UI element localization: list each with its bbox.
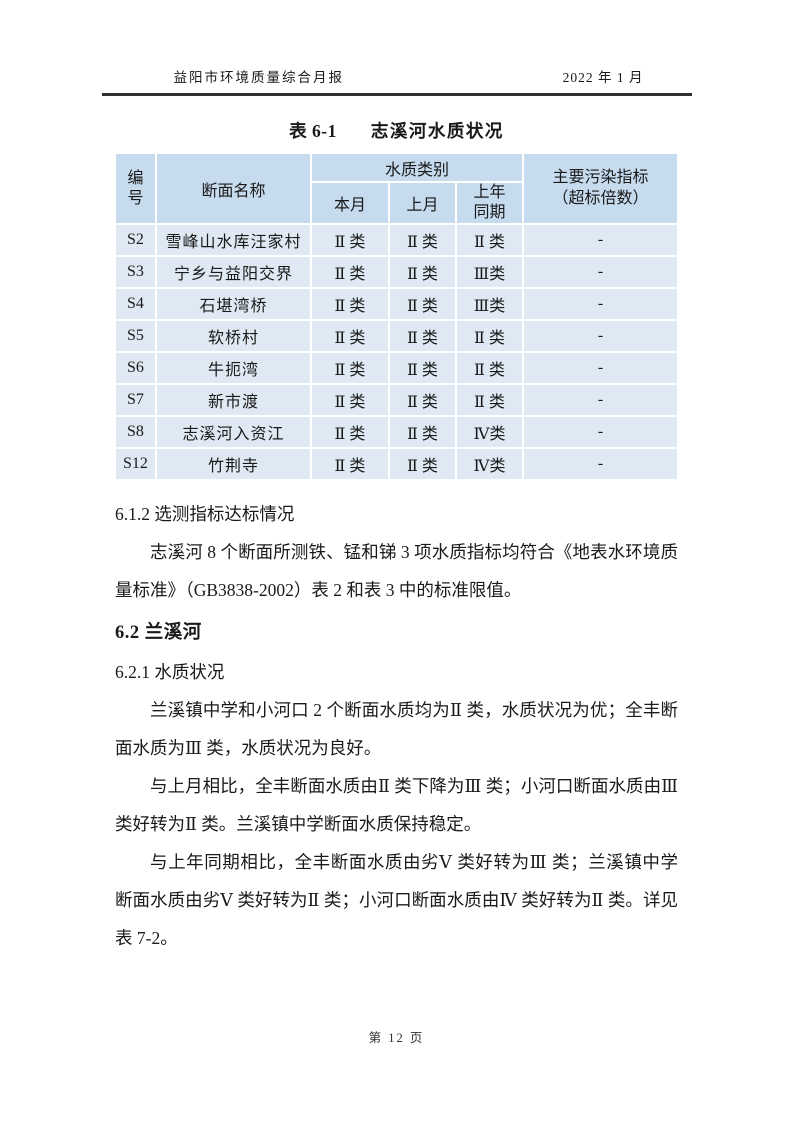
- paragraph: 与上年同期相比，全丰断面水质由劣Ⅴ 类好转为Ⅲ 类；兰溪镇中学断面水质由劣Ⅴ 类…: [115, 852, 678, 948]
- table-row: S5 软桥村 Ⅱ 类 Ⅱ 类 Ⅱ 类 -: [113, 319, 679, 353]
- paragraph: 与上月相比，全丰断面水质由Ⅱ 类下降为Ⅲ 类；小河口断面水质由Ⅲ 类好转为Ⅱ 类…: [115, 776, 678, 834]
- paragraph: 兰溪镇中学和小河口 2 个断面水质均为Ⅱ 类，水质状况为优；全丰断面水质为Ⅲ 类…: [115, 700, 678, 758]
- table-row: S3 宁乡与益阳交界 Ⅱ 类 Ⅱ 类 Ⅲ类 -: [113, 255, 679, 289]
- cell-last-month: Ⅱ 类: [387, 447, 457, 481]
- cell-last-year: Ⅱ 类: [454, 383, 525, 417]
- page-content: 益阳市环境质量综合月报 2022 年 1 月 表 6-1 志溪河水质状况 编号 断…: [101, 0, 692, 957]
- cell-this-month: Ⅱ 类: [309, 415, 390, 449]
- cell-last-month: Ⅱ 类: [387, 223, 457, 257]
- cell-name: 竹荆寺: [154, 447, 312, 481]
- running-header: 益阳市环境质量综合月报 2022 年 1 月: [101, 66, 692, 96]
- cell-pollutants: -: [522, 351, 679, 385]
- cell-id: S7: [113, 383, 157, 417]
- cell-pollutants: -: [522, 255, 679, 289]
- cell-last-month: Ⅱ 类: [387, 287, 457, 321]
- cell-pollutants: -: [522, 383, 679, 417]
- cell-last-year: Ⅱ 类: [454, 319, 525, 353]
- cell-id: S5: [113, 319, 157, 353]
- cell-this-month: Ⅱ 类: [309, 319, 390, 353]
- cell-last-year: Ⅳ类: [454, 447, 525, 481]
- section-heading-6-1-2: 6.1.2 选测指标达标情况: [115, 504, 295, 524]
- cell-id: S3: [113, 255, 157, 289]
- section-heading-6-2: 6.2 兰溪河: [115, 623, 202, 643]
- table-caption: 表 6-1 志溪河水质状况: [102, 118, 692, 143]
- water-quality-table: 编号 断面名称 水质类别 主要污染指标 （超标倍数） 本月 上月 上年同期 S2: [113, 152, 679, 481]
- cell-last-year: Ⅲ类: [454, 255, 525, 289]
- table-row: S8 志溪河入资江 Ⅱ 类 Ⅱ 类 Ⅳ类 -: [113, 415, 679, 449]
- cell-this-month: Ⅱ 类: [309, 287, 390, 321]
- table-row: S6 牛扼湾 Ⅱ 类 Ⅱ 类 Ⅱ 类 -: [113, 351, 679, 385]
- paragraph: 志溪河 8 个断面所测铁、锰和锑 3 项水质指标均符合《地表水环境质量标准》（G…: [115, 542, 678, 600]
- cell-last-month: Ⅱ 类: [387, 383, 457, 417]
- report-title: 益阳市环境质量综合月报: [173, 70, 344, 85]
- cell-id: S12: [113, 447, 157, 481]
- header-col-pollutants-line2: （超标倍数）: [552, 189, 649, 207]
- cell-last-month: Ⅱ 类: [387, 351, 457, 385]
- cell-last-year: Ⅳ类: [454, 415, 525, 449]
- header-sub-this-month: 本月: [309, 181, 390, 225]
- cell-name: 软桥村: [154, 319, 312, 353]
- header-sub-last-year: 上年同期: [454, 181, 525, 225]
- cell-last-year: Ⅲ类: [454, 287, 525, 321]
- cell-pollutants: -: [522, 319, 679, 353]
- cell-pollutants: -: [522, 447, 679, 481]
- table-row: S4 石堪湾桥 Ⅱ 类 Ⅱ 类 Ⅲ类 -: [113, 287, 679, 321]
- cell-last-month: Ⅱ 类: [387, 415, 457, 449]
- cell-last-month: Ⅱ 类: [387, 319, 457, 353]
- header-group-quality: 水质类别: [309, 152, 525, 183]
- header-sub-last-month: 上月: [387, 181, 457, 225]
- cell-name: 牛扼湾: [154, 351, 312, 385]
- report-date: 2022 年 1 月: [562, 70, 644, 85]
- body-text: 6.1.2 选测指标达标情况 志溪河 8 个断面所测铁、锰和锑 3 项水质指标均…: [115, 495, 678, 957]
- table-header-row-1: 编号 断面名称 水质类别 主要污染指标 （超标倍数）: [113, 152, 679, 225]
- cell-pollutants: -: [522, 223, 679, 257]
- header-col-pollutants: 主要污染指标 （超标倍数）: [522, 152, 679, 225]
- cell-id: S2: [113, 223, 157, 257]
- table-row: S2 雪峰山水库汪家村 Ⅱ 类 Ⅱ 类 Ⅱ 类 -: [113, 223, 679, 257]
- table-caption-number: 表 6-1: [289, 121, 337, 141]
- header-col-id: 编号: [113, 152, 157, 225]
- cell-id: S8: [113, 415, 157, 449]
- header-col-name: 断面名称: [154, 152, 312, 225]
- cell-this-month: Ⅱ 类: [309, 351, 390, 385]
- cell-name: 石堪湾桥: [154, 287, 312, 321]
- cell-name: 宁乡与益阳交界: [154, 255, 312, 289]
- page-number: 第 12 页: [368, 1031, 425, 1045]
- table-caption-title: 志溪河水质状况: [370, 121, 504, 141]
- table-header-row-2: 本月 上月 上年同期: [115, 181, 678, 225]
- cell-id: S6: [113, 351, 157, 385]
- cell-pollutants: -: [522, 415, 679, 449]
- cell-name: 志溪河入资江: [154, 415, 312, 449]
- cell-this-month: Ⅱ 类: [309, 255, 390, 289]
- cell-name: 雪峰山水库汪家村: [154, 223, 312, 257]
- header-col-pollutants-line1: 主要污染指标: [552, 168, 649, 186]
- cell-this-month: Ⅱ 类: [309, 223, 390, 257]
- cell-id: S4: [113, 287, 157, 321]
- table-row: S7 新市渡 Ⅱ 类 Ⅱ 类 Ⅱ 类 -: [113, 383, 679, 417]
- cell-name: 新市渡: [154, 383, 312, 417]
- cell-last-year: Ⅱ 类: [454, 223, 525, 257]
- cell-last-month: Ⅱ 类: [387, 255, 457, 289]
- cell-pollutants: -: [522, 287, 679, 321]
- cell-this-month: Ⅱ 类: [309, 447, 390, 481]
- cell-last-year: Ⅱ 类: [454, 351, 525, 385]
- cell-this-month: Ⅱ 类: [309, 383, 390, 417]
- table-row: S12 竹荆寺 Ⅱ 类 Ⅱ 类 Ⅳ类 -: [113, 447, 679, 481]
- section-heading-6-2-1: 6.2.1 水质状况: [115, 662, 225, 682]
